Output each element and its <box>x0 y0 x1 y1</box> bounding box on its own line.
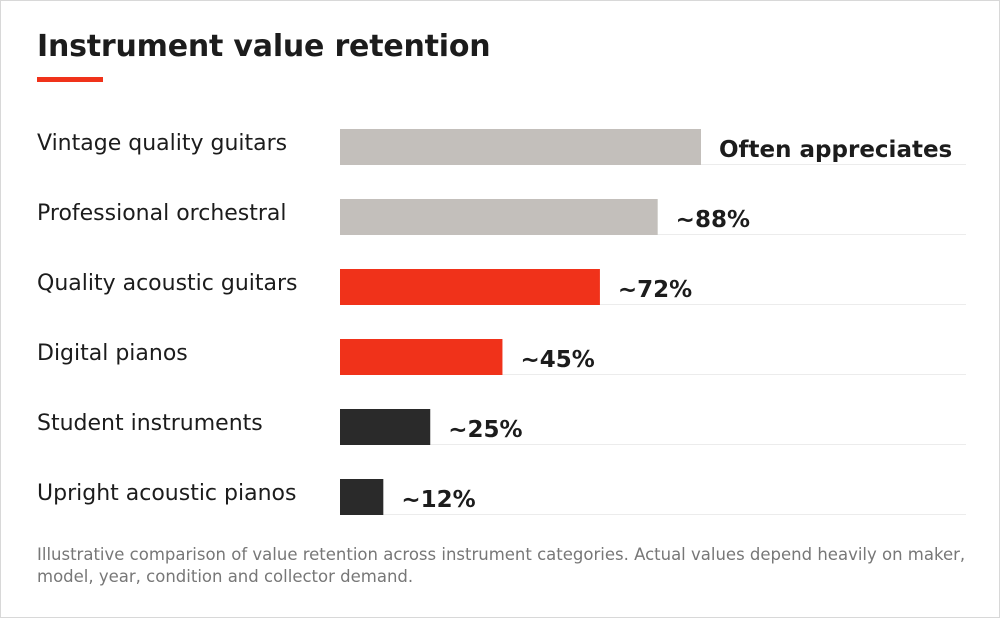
bar <box>340 199 658 235</box>
value-label: ~72% <box>618 277 692 303</box>
chart-title: Instrument value retention <box>37 29 491 64</box>
category-label: Student instruments <box>37 411 263 436</box>
category-label: Quality acoustic guitars <box>37 271 298 296</box>
bar <box>340 269 600 305</box>
value-label: ~25% <box>448 417 522 443</box>
bar <box>340 409 431 445</box>
value-label: ~45% <box>520 347 594 373</box>
footnote: Illustrative comparison of value retenti… <box>37 545 966 586</box>
category-label: Digital pianos <box>37 341 188 366</box>
title-accent-rule <box>37 77 103 82</box>
category-label: Professional orchestral <box>37 201 287 226</box>
bar <box>340 129 701 165</box>
value-label: Often appreciates <box>719 137 952 163</box>
value-label: ~88% <box>676 207 750 233</box>
bar-chart: Vintage quality guitars Often appreciates… <box>37 129 966 515</box>
category-label: Vintage quality guitars <box>37 131 287 156</box>
bar <box>340 339 503 375</box>
value-label: ~12% <box>401 487 475 513</box>
bar <box>340 479 384 515</box>
category-label: Upright acoustic pianos <box>37 481 296 506</box>
